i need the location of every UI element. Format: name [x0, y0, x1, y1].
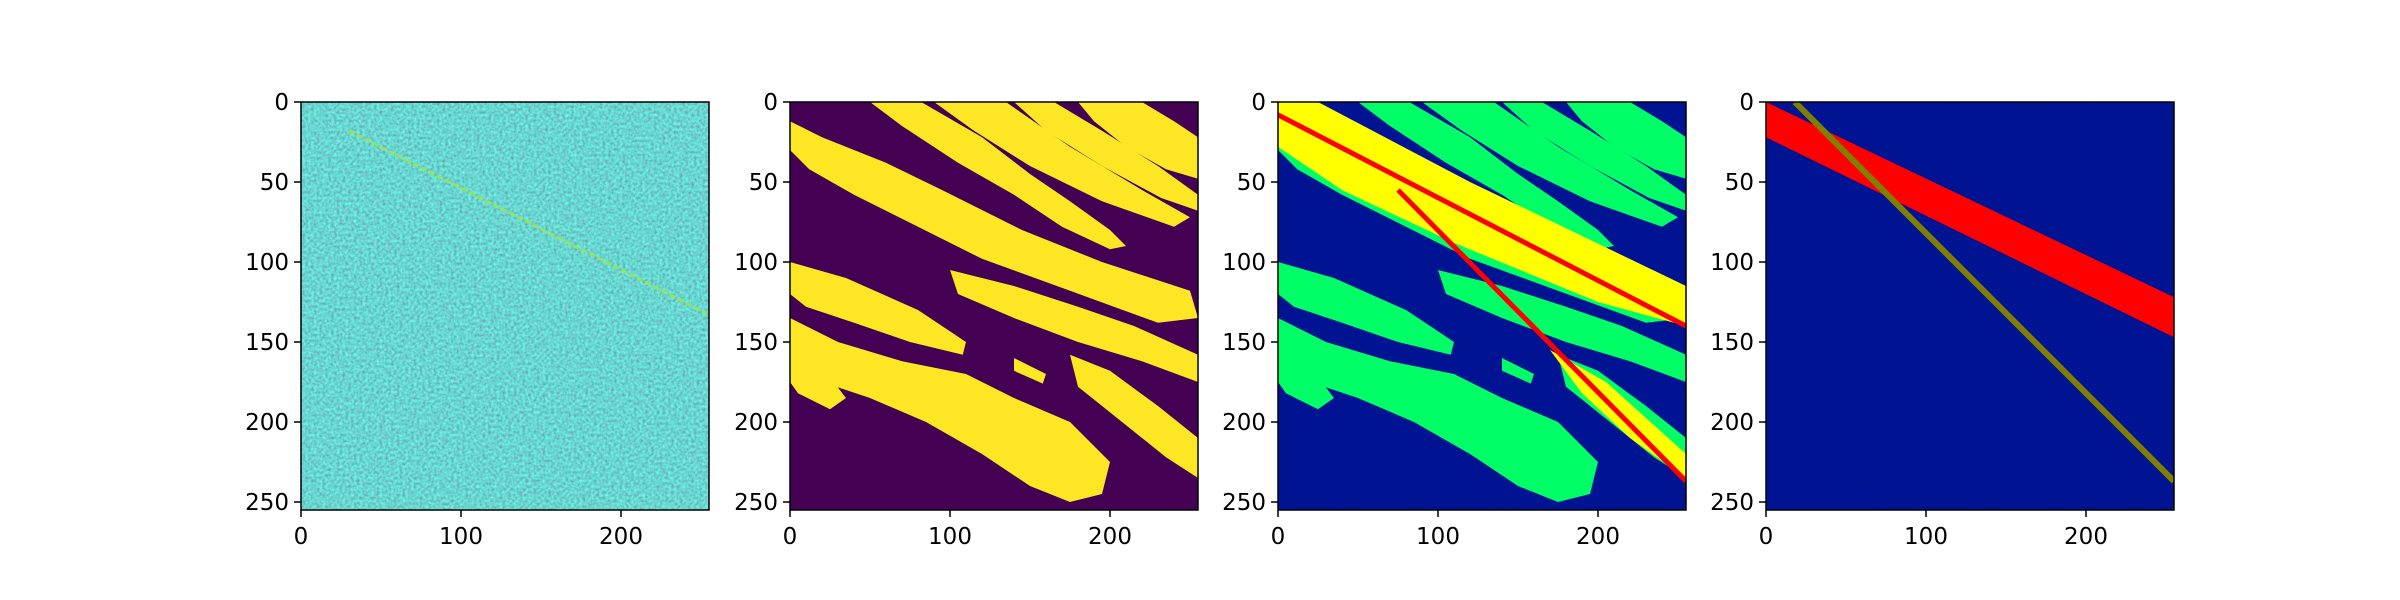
mask-region-10	[790, 358, 846, 410]
y-tick-label: 0	[1739, 90, 1754, 116]
plot-area	[301, 102, 709, 510]
streak-band	[1766, 102, 2174, 338]
x-tick-label: 100	[1904, 524, 1948, 550]
mask-region-4	[1014, 102, 1198, 211]
mask-region-3	[934, 102, 1190, 227]
mask-region-2	[790, 121, 1198, 323]
y-tick-label: 50	[260, 170, 289, 196]
mask-region-1	[870, 102, 1126, 250]
x-tick-label: 0	[294, 524, 309, 550]
x-tick-label: 0	[1271, 524, 1286, 550]
y-tick-label: 250	[1710, 490, 1754, 516]
y-tick-label: 250	[245, 490, 289, 516]
mask-region-11	[1494, 294, 1526, 326]
y-tick-label: 100	[245, 250, 289, 276]
mask-region-10	[1278, 358, 1334, 410]
x-tick-label: 200	[1576, 524, 1620, 550]
panel-mask-overlay: 0 100 200 0 50 100 150 200 250	[1222, 90, 1687, 550]
y-tick-label: 0	[763, 90, 778, 116]
y-tick-label: 150	[1710, 330, 1754, 356]
mask-region-6	[1278, 262, 1454, 355]
y-tick-label: 150	[734, 330, 778, 356]
y-tick-label: 150	[245, 330, 289, 356]
y-tick-label: 150	[1222, 330, 1266, 356]
x-tick-label: 0	[1759, 524, 1774, 550]
y-tick-label: 200	[734, 410, 778, 436]
axes-frame	[300, 101, 710, 511]
panel-streak-fit: 0 100 200 0 50 100 150 200 250	[1710, 90, 2175, 550]
mask-region-1	[1358, 102, 1614, 250]
mask-region-7	[1278, 318, 1598, 502]
x-tick-label: 200	[2064, 524, 2108, 550]
y-tick-label: 50	[1237, 170, 1266, 196]
x-tick-label: 100	[439, 524, 483, 550]
streak-line	[348, 129, 709, 317]
detection-line-2	[1396, 188, 1686, 483]
mask-region-3	[1422, 102, 1678, 227]
panel-binary-mask: 0 100 200 0 50 100 150 200 250	[734, 90, 1199, 550]
y-tick-label: 100	[734, 250, 778, 276]
mask-region-9	[1070, 354, 1198, 478]
y-tick-label: 100	[1222, 250, 1266, 276]
y-tick-label: 250	[734, 490, 778, 516]
x-tick-label: 200	[1088, 524, 1132, 550]
overlap-region-upper	[1278, 102, 1686, 326]
x-tick-label: 0	[783, 524, 798, 550]
y-tick-label: 200	[245, 410, 289, 436]
y-tick-label: 200	[1222, 410, 1266, 436]
mask-region-12	[1014, 358, 1046, 384]
y-tick-label: 50	[749, 170, 778, 196]
fit-line	[1792, 102, 2174, 484]
noise-texture	[301, 102, 709, 510]
mask-region-12	[1502, 358, 1534, 384]
y-tick-label: 0	[1251, 90, 1266, 116]
y-tick-label: 0	[274, 90, 289, 116]
plot-area	[1278, 102, 1686, 510]
y-tick-label: 100	[1710, 250, 1754, 276]
plot-area	[1766, 102, 2174, 510]
x-tick-label: 100	[1416, 524, 1460, 550]
mask-region-6	[790, 262, 966, 355]
axes-frame	[1765, 101, 2175, 511]
mask-region-7	[790, 318, 1110, 502]
detection-line-1	[1278, 112, 1686, 329]
mask-region-4	[1502, 102, 1686, 211]
mask-region-5	[1566, 102, 1686, 179]
mask-region-11	[1006, 294, 1038, 326]
panel-noise-image: 0 100 200 0 50 100 150 200 250	[245, 90, 710, 550]
y-tick-label: 250	[1222, 490, 1266, 516]
mask-region-5	[1078, 102, 1198, 179]
axes-frame	[1277, 101, 1687, 511]
x-tick-label: 100	[928, 524, 972, 550]
y-tick-label: 200	[1710, 410, 1754, 436]
y-tick-label: 50	[1725, 170, 1754, 196]
x-tick-label: 200	[599, 524, 643, 550]
axes-frame	[789, 101, 1199, 511]
plot-area	[790, 102, 1198, 510]
